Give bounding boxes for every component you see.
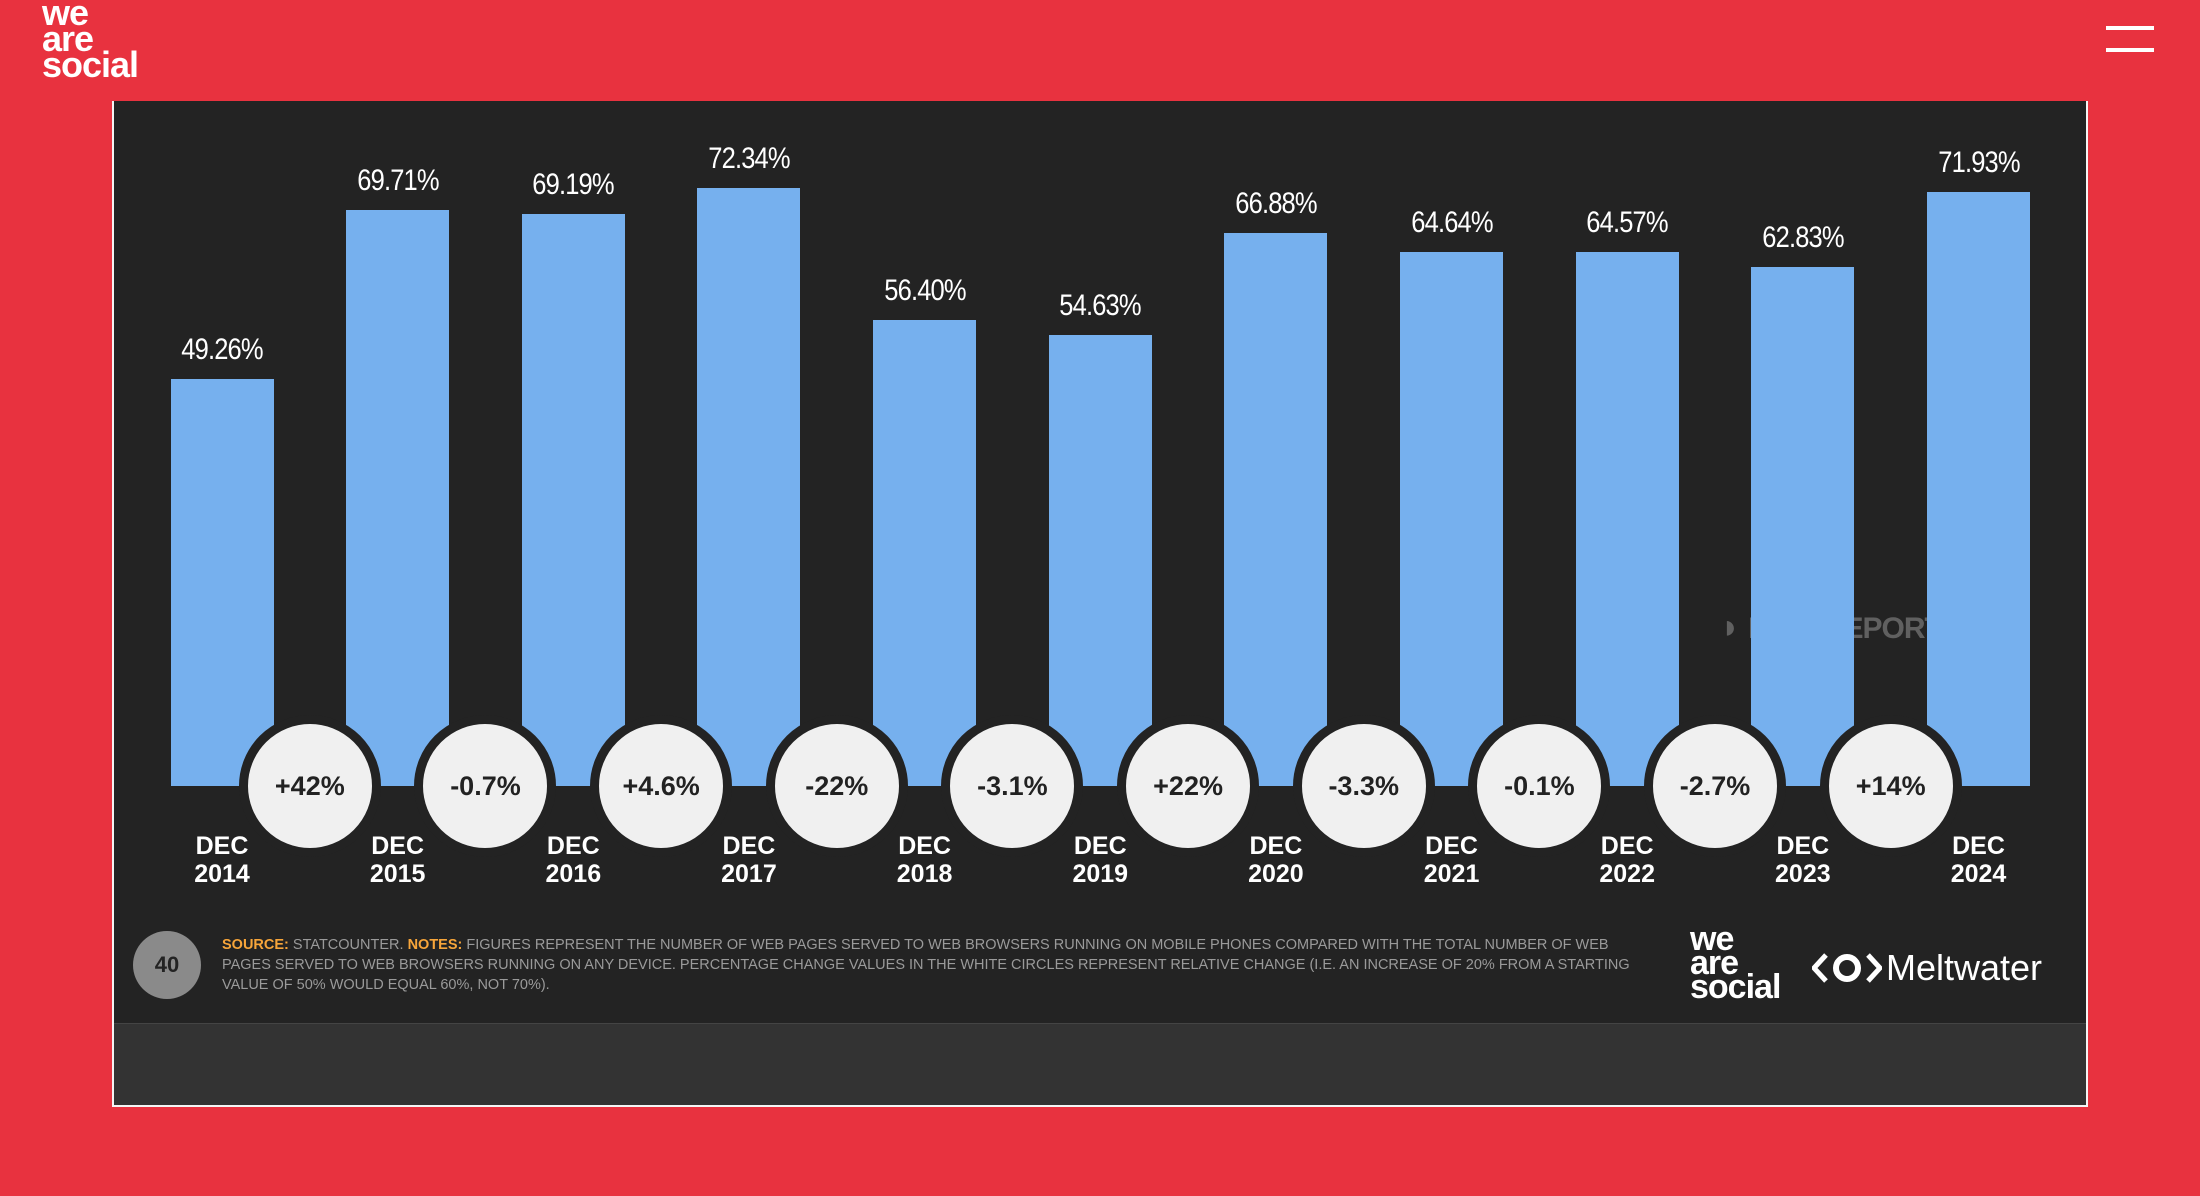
- change-badge: -0.1%: [1468, 715, 1611, 857]
- notes-label: NOTES:: [407, 937, 463, 953]
- bar: [1048, 334, 1152, 786]
- slide: ◗ DATAREPORTAL 40 SOURCE: STATCOUNTER. N…: [112, 101, 2088, 1107]
- source-notes: SOURCE: STATCOUNTER. NOTES: FIGURES REPR…: [222, 935, 1652, 995]
- change-badge: -3.3%: [1292, 715, 1435, 857]
- notes: FIGURES REPRESENT THE NUMBER OF WEB PAGE…: [222, 937, 1630, 993]
- x-tick-label: DEC 2020: [1248, 832, 1304, 888]
- change-badge: +42%: [238, 715, 381, 857]
- change-badge: -22%: [765, 715, 908, 857]
- value-label: 56.40%: [883, 273, 966, 307]
- partner-logo: Meltwater: [1886, 947, 2043, 988]
- bar: [346, 210, 450, 786]
- menu-button[interactable]: [2106, 26, 2154, 54]
- bar: [1751, 266, 1855, 786]
- value-label: 69.19%: [532, 168, 615, 202]
- bar: [1400, 251, 1504, 786]
- bar: [170, 378, 274, 786]
- x-tick-label: DEC 2023: [1775, 832, 1831, 888]
- bar: [697, 188, 801, 786]
- logo-line: are: [42, 18, 94, 59]
- x-tick-label: DEC 2016: [545, 832, 602, 888]
- logo-line: social: [42, 44, 139, 85]
- bar: [1575, 252, 1679, 786]
- x-tick-label: DEC 2019: [1072, 832, 1129, 888]
- change-badge: -0.7%: [414, 715, 557, 857]
- bar: [521, 214, 625, 786]
- change-badge: +22%: [1117, 715, 1260, 857]
- value-label: 49.26%: [181, 332, 263, 366]
- x-tick-label: DEC 2015: [369, 832, 426, 888]
- logo-line: are: [1690, 944, 1739, 982]
- bar: [1224, 233, 1328, 786]
- bar: [873, 319, 977, 786]
- source: STATCOUNTER.: [292, 937, 404, 953]
- slide-footer-strip: [114, 1023, 2086, 1105]
- value-label: 66.88%: [1235, 187, 1317, 221]
- footer-logo: we are social: [1690, 920, 1781, 1006]
- header-logo[interactable]: we are social: [42, 0, 139, 85]
- x-tick-label: DEC 2018: [896, 832, 953, 888]
- value-label: 71.93%: [1937, 145, 2020, 179]
- change-badge: -2.7%: [1644, 715, 1787, 857]
- value-label: 64.57%: [1586, 206, 1668, 240]
- page-number: 40: [133, 931, 201, 999]
- value-label: 54.63%: [1059, 288, 1142, 322]
- value-label: 72.34%: [708, 142, 790, 176]
- x-tick-label: DEC 2021: [1423, 832, 1480, 888]
- x-tick-label: DEC 2022: [1599, 832, 1655, 888]
- x-tick-label: DEC 2024: [1950, 832, 2007, 888]
- change-badge: +4.6%: [590, 715, 733, 857]
- value-label: 62.83%: [1762, 220, 1844, 254]
- change-badge: -3.1%: [941, 715, 1084, 857]
- x-tick-label: DEC 2014: [194, 832, 250, 888]
- logo-line: we: [42, 0, 89, 33]
- logo-line: social: [1690, 968, 1781, 1006]
- change-badge: +14%: [1819, 715, 1962, 857]
- source-label: SOURCE:: [222, 937, 289, 953]
- logo-line: we: [1690, 920, 1734, 958]
- value-label: 64.64%: [1410, 205, 1493, 239]
- partner-icon: [1812, 953, 1882, 983]
- x-tick-label: DEC 2017: [721, 832, 777, 888]
- value-label: 69.71%: [356, 164, 439, 198]
- bar: [1927, 191, 2030, 786]
